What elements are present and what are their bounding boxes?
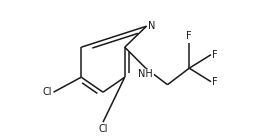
Text: F: F bbox=[186, 31, 192, 41]
Text: F: F bbox=[213, 50, 218, 60]
Text: F: F bbox=[213, 77, 218, 87]
Text: N: N bbox=[148, 21, 156, 31]
Text: Cl: Cl bbox=[98, 124, 108, 134]
Text: Cl: Cl bbox=[43, 87, 52, 97]
Text: NH: NH bbox=[138, 69, 153, 79]
